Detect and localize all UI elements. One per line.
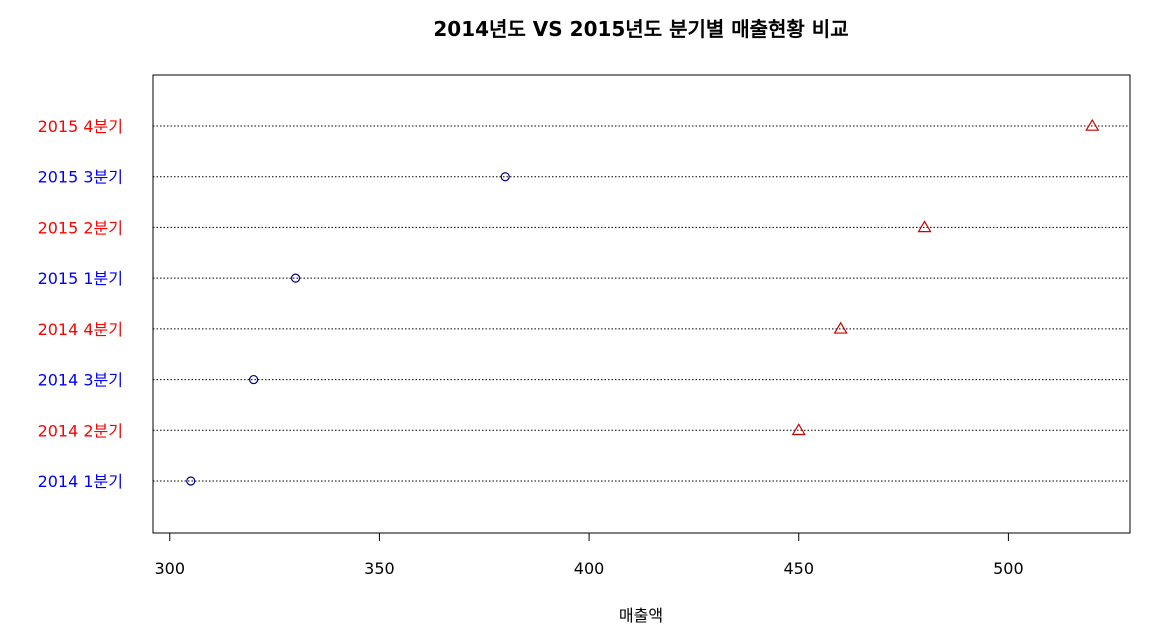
data-point [500, 172, 510, 182]
data-point [833, 321, 848, 334]
chart-title: 2014년도 VS 2015년도 분기별 매출현황 비교 [433, 17, 848, 41]
data-point [791, 423, 806, 436]
x-tick-label: 450 [783, 559, 814, 578]
category-label: 2015 1분기 [38, 269, 123, 288]
x-tick-label: 400 [574, 559, 605, 578]
x-tick-label: 350 [364, 559, 395, 578]
plot-frame [152, 74, 1131, 534]
data-point [917, 220, 932, 233]
data-point [290, 273, 301, 283]
category-label: 2014 1분기 [38, 472, 123, 491]
x-tick-label: 300 [154, 559, 185, 578]
category-label: 2015 4분기 [38, 117, 123, 136]
category-label: 2014 2분기 [38, 421, 123, 440]
gridlines [153, 125, 1130, 482]
data-point [249, 374, 259, 385]
category-label: 2015 2분기 [38, 218, 123, 237]
category-labels: 2014 1분기 2014 2분기 2014 3분기 2014 4분기 2015 1분기… [38, 117, 123, 491]
data-points [186, 118, 1100, 486]
category-label: 2014 3분기 [38, 371, 123, 390]
x-axis: 300 350 400 450 500 [154, 532, 1024, 578]
category-label: 2014 4분기 [38, 320, 123, 339]
category-label: 2015 3분기 [38, 168, 123, 187]
x-axis-title: 매출액 [619, 606, 663, 625]
x-tick-label: 500 [993, 559, 1024, 578]
data-point [186, 476, 196, 486]
data-point [1085, 118, 1100, 131]
